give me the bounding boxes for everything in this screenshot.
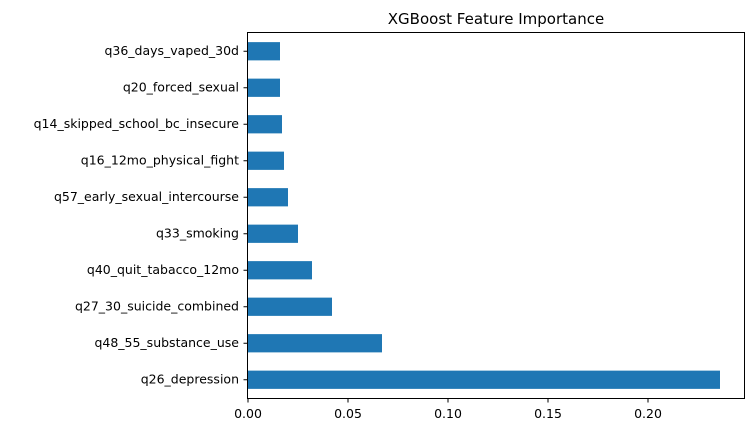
- y-tick-label: q36_days_vaped_30d: [104, 43, 239, 58]
- bar: [248, 224, 298, 243]
- y-tick-label: q27_30_suicide_combined: [75, 298, 239, 313]
- x-tick-label: 0.00: [234, 406, 262, 421]
- bars-group: [248, 42, 720, 389]
- y-axis-ticks: q26_depression q48_55_substance_use q27_30…: [34, 43, 248, 386]
- y-tick-label: q20_forced_sexual: [123, 79, 239, 94]
- x-tick-label: 0.15: [534, 406, 562, 421]
- y-tick-label: q26_depression: [141, 371, 239, 386]
- chart-title: XGBoost Feature Importance: [388, 10, 604, 28]
- y-tick-label: q57_early_sexual_intercourse: [54, 189, 239, 204]
- x-tick-label: 0.10: [434, 406, 462, 421]
- y-tick-label: q40_quit_tabacco_12mo: [87, 262, 239, 277]
- bar: [248, 370, 720, 389]
- bar: [248, 297, 332, 316]
- bar: [248, 151, 284, 170]
- bar: [248, 261, 312, 280]
- bar: [248, 115, 282, 134]
- x-tick-label: 0.05: [334, 406, 362, 421]
- bar: [248, 334, 382, 353]
- y-tick-label: q16_12mo_physical_fight: [81, 152, 239, 167]
- bar: [248, 188, 288, 207]
- bar: [248, 42, 280, 61]
- plot-frame: [247, 32, 745, 399]
- y-tick-label: q14_skipped_school_bc_insecure: [34, 116, 240, 131]
- bar: [248, 78, 280, 97]
- y-tick-label: q33_smoking: [156, 225, 239, 240]
- x-axis-ticks: 0.00 0.05 0.10 0.15 0.20: [234, 398, 662, 421]
- y-tick-label: q48_55_substance_use: [94, 335, 239, 350]
- x-tick-label: 0.20: [634, 406, 662, 421]
